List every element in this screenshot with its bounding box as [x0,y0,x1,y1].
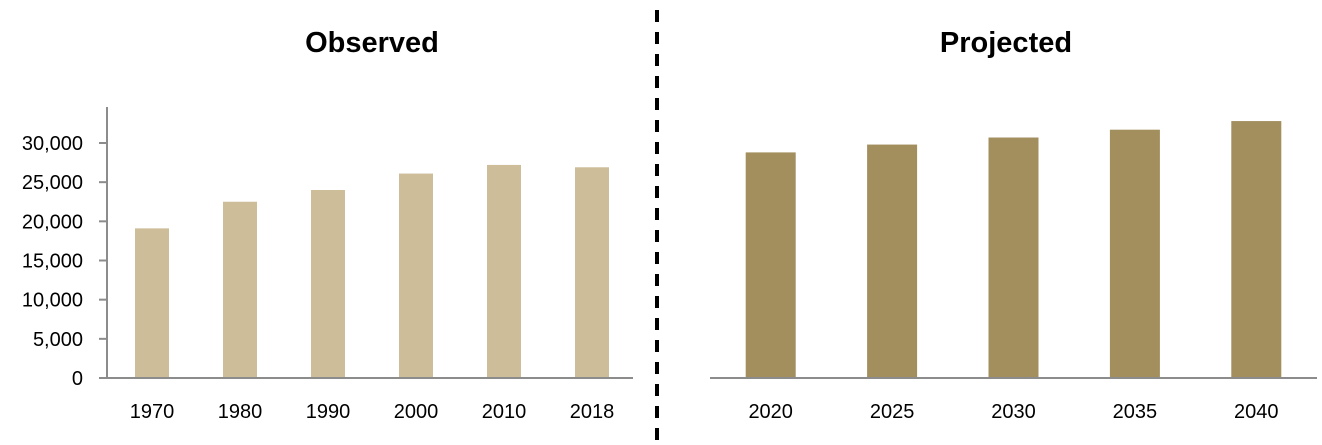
projected-x-axis-tick-labels: 2020 2025 2030 2035 2040 [748,401,1278,423]
projected-bar-2030 [988,137,1039,378]
observed-y-tick-label: 0 [72,368,83,390]
observed-y-tick-label: 15,000 [22,251,83,273]
observed-x-axis-tick-labels: 1970 1980 1990 2000 2010 2018 [130,401,615,423]
projected-bar-2020 [745,152,796,378]
projected-bar-2025 [867,144,918,378]
observed-bar-2018 [575,167,609,378]
observed-bar-2010 [487,164,521,378]
observed-y-tick-label: 25,000 [22,172,83,194]
projected-x-tick-label: 2025 [870,401,915,423]
projected-x-tick-label: 2040 [1234,401,1279,423]
observed-chart-title: Observed [305,27,439,59]
observed-x-tick-label: 2000 [394,401,439,423]
projected-chart-title: Projected [940,27,1072,59]
observed-y-tick-label: 20,000 [22,211,83,233]
observed-bar-1980 [223,201,257,378]
observed-y-axis-tick-labels: 0 5,000 10,000 15,000 20,000 25,000 30,000 [22,133,107,390]
projected-bar-2035 [1109,129,1160,378]
observed-y-tick-label: 30,000 [22,133,83,155]
projected-bar-2040 [1231,121,1282,379]
observed-x-tick-label: 2010 [482,401,527,423]
observed-x-tick-label: 1970 [130,401,175,423]
observed-bar-1970 [135,228,169,378]
observed-bars [135,164,609,378]
observed-x-tick-label: 1990 [306,401,351,423]
observed-x-tick-label: 2018 [570,401,615,423]
observed-bar-2000 [399,173,433,378]
observed-bar-1990 [311,190,345,378]
observed-y-tick-label: 10,000 [22,290,83,312]
projected-x-tick-label: 2035 [1113,401,1158,423]
observed-x-tick-label: 1980 [218,401,263,423]
projected-x-tick-label: 2030 [991,401,1036,423]
projected-x-tick-label: 2020 [748,401,793,423]
observed-y-tick-label: 5,000 [33,329,83,351]
projected-bars [745,121,1282,379]
